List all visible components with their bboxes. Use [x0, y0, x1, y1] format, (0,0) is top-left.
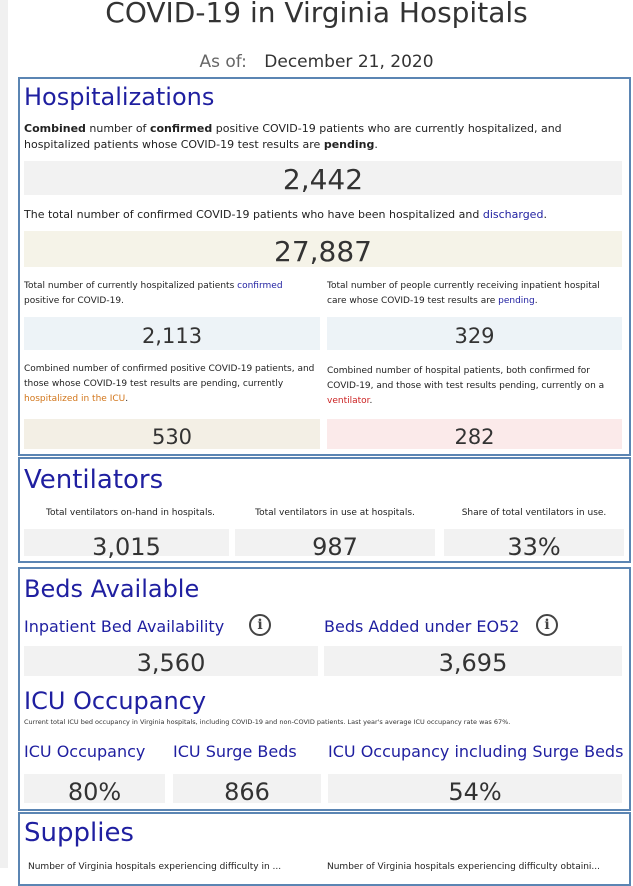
supplies-desc-left: Number of Virginia hospitals experiencin… [28, 862, 282, 872]
page-title: COVID-19 in Virginia Hospitals [105, 0, 528, 29]
info-icon[interactable]: i [536, 614, 558, 636]
combined-description: Combined number of confirmed positive CO… [24, 122, 562, 151]
discharged-description: The total number of confirmed COVID-19 p… [24, 208, 547, 221]
icu-occ-value: 80% [24, 774, 165, 806]
icu-occupancy-note: Current total ICU bed occupancy in Virgi… [24, 718, 511, 726]
ventilators-panel: Ventilators Total ventilators on-hand in… [18, 457, 631, 563]
icu-value: 530 [24, 419, 320, 449]
supplies-heading: Supplies [24, 818, 134, 848]
inuse-value: 987 [235, 529, 435, 561]
icu-occ-label: ICU Occupancy [24, 742, 146, 761]
inuse-label: Total ventilators in use at hospitals. [255, 508, 415, 518]
hospitalizations-heading: Hospitalizations [24, 83, 215, 111]
ventilators-heading: Ventilators [24, 465, 164, 495]
confirmed-description: Total number of currently hospitalized p… [24, 281, 283, 306]
inpatient-value: 3,560 [24, 646, 318, 677]
as-of-date: December 21, 2020 [264, 52, 434, 72]
supplies-desc-right: Number of Virginia hospitals experiencin… [327, 862, 601, 872]
surge-value: 866 [173, 774, 321, 806]
confirmed-value: 2,113 [24, 317, 320, 350]
added-value: 3,695 [324, 646, 622, 677]
added-label: Beds Added under EO52 [324, 617, 520, 636]
hospitalizations-panel: Hospitalizations Combined number of conf… [18, 77, 631, 456]
icu-description: Combined number of confirmed positive CO… [24, 364, 315, 404]
pending-value: 329 [327, 317, 622, 350]
discharged-value: 27,887 [24, 231, 622, 268]
share-value: 33% [444, 529, 624, 561]
info-icon[interactable]: i [249, 614, 271, 636]
as-of-label: As of: [199, 52, 247, 72]
inpatient-label: Inpatient Bed Availability [24, 617, 225, 636]
incl-surge-label: ICU Occupancy including Surge Beds [328, 742, 624, 761]
as-of-line: As of: December 21, 2020 [0, 52, 633, 72]
icu-occupancy-heading: ICU Occupancy [24, 687, 207, 715]
beds-panel: Beds Available Inpatient Bed Availabilit… [18, 567, 631, 811]
left-scroll-gutter [0, 0, 8, 868]
share-label: Share of total ventilators in use. [461, 508, 607, 518]
beds-heading: Beds Available [24, 575, 200, 603]
onhand-label: Total ventilators on-hand in hospitals. [45, 508, 215, 518]
ventilator-description: Combined number of hospital patients, bo… [327, 366, 605, 406]
ventilator-patients-value: 282 [327, 419, 622, 449]
surge-label: ICU Surge Beds [173, 742, 297, 761]
supplies-panel: Supplies Number of Virginia hospitals ex… [18, 812, 631, 886]
combined-value: 2,442 [24, 161, 622, 196]
incl-surge-value: 54% [328, 774, 622, 806]
pending-description: Total number of people currently receivi… [327, 281, 600, 306]
onhand-value: 3,015 [24, 529, 229, 561]
